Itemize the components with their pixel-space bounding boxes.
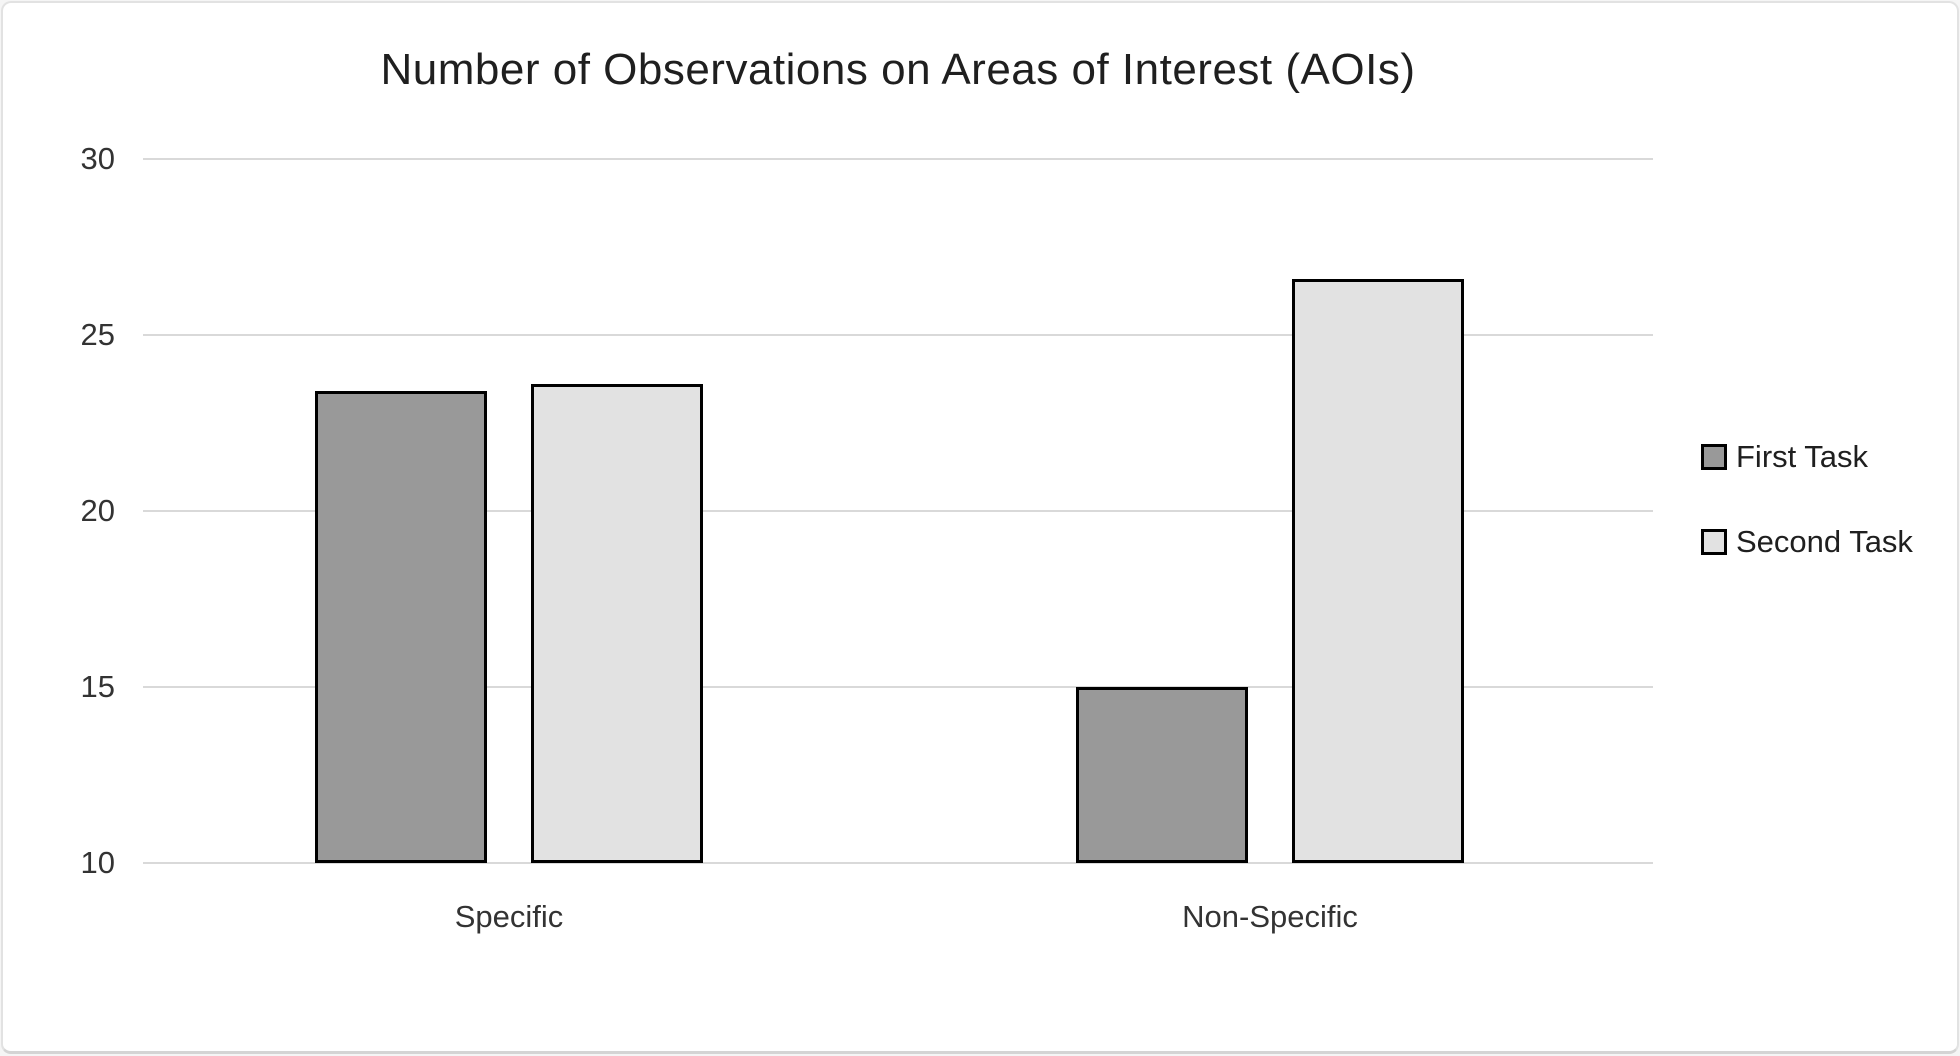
y-tick-label-25: 25 [80, 317, 115, 352]
legend-swatch-icon [1701, 444, 1727, 470]
bar-specific-first-task [315, 391, 487, 863]
y-tick-label-30: 30 [80, 141, 115, 176]
legend: First Task Second Task [1701, 439, 1913, 609]
y-tick-label-10: 10 [80, 845, 115, 880]
x-category-label-non-specific: Non-Specific [1182, 899, 1358, 934]
bar-non-specific-first-task [1076, 687, 1248, 863]
gridline-y-30 [143, 158, 1653, 160]
gridline-y-20 [143, 510, 1653, 512]
legend-item-first-task: First Task [1701, 439, 1913, 475]
y-tick-label-20: 20 [80, 493, 115, 528]
legend-item-second-task: Second Task [1701, 524, 1913, 560]
gridline-y-25 [143, 334, 1653, 336]
chart-title: Number of Observations on Areas of Inter… [380, 45, 1416, 94]
gridline-y-15 [143, 686, 1653, 688]
bar-specific-second-task [531, 384, 703, 863]
y-tick-label-15: 15 [80, 669, 115, 704]
legend-label: First Task [1736, 439, 1869, 474]
gridline-y-10 [143, 862, 1653, 864]
x-category-label-specific: Specific [454, 899, 564, 934]
legend-swatch-icon [1701, 529, 1727, 555]
plot-area: 10 15 20 25 30 Specific Non-Specific [3, 3, 1957, 1051]
legend-label: Second Task [1736, 524, 1913, 559]
bar-non-specific-second-task [1292, 278, 1464, 863]
